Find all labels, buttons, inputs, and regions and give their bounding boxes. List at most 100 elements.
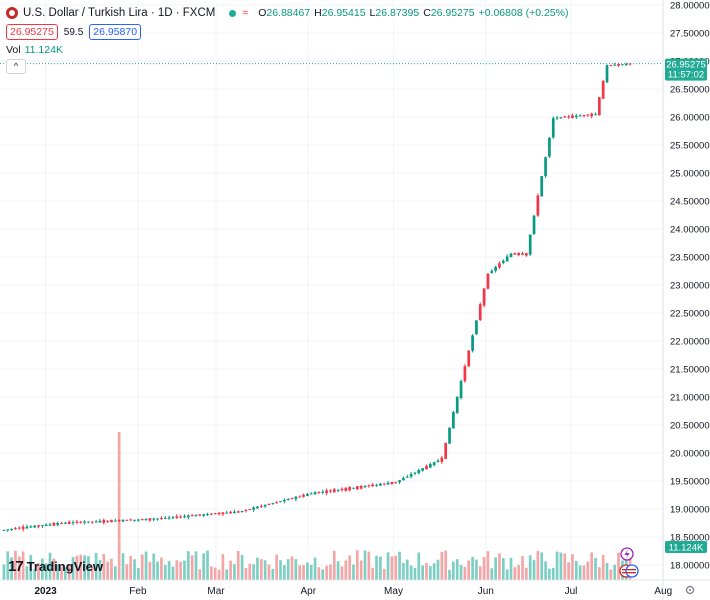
market-status-icon[interactable] — [229, 9, 237, 17]
candle-body — [425, 465, 428, 470]
volume-bar — [601, 554, 605, 580]
candle-body — [413, 472, 417, 474]
settings-icon[interactable] — [685, 585, 695, 595]
candle-body — [25, 526, 29, 529]
sell-button[interactable]: 26.95275 — [6, 24, 58, 40]
volume-bar — [121, 553, 125, 580]
candle-body — [463, 366, 467, 382]
candle-body — [306, 494, 309, 496]
volume-bar — [75, 555, 79, 580]
price-tag-value: 26.95275 — [666, 60, 706, 71]
candle-body — [256, 506, 259, 509]
volume-bar — [578, 565, 582, 580]
candle-body — [525, 253, 528, 256]
volume-bar — [148, 561, 152, 580]
candle-body — [198, 514, 202, 516]
candle-body — [17, 527, 21, 529]
symbol-title[interactable]: U.S. Dollar / Turkish Lira · 1D · FXCM — [23, 7, 216, 19]
candle-body — [471, 335, 474, 351]
candle-body — [133, 519, 136, 521]
volume-bar — [432, 563, 436, 580]
volume-bar — [325, 565, 328, 580]
candle-body — [217, 512, 221, 515]
candle-body — [540, 176, 544, 197]
volume-bar — [87, 556, 90, 580]
candle-body — [444, 442, 448, 459]
volume-bar — [528, 555, 532, 580]
volume-bar — [540, 552, 544, 580]
volume-bar — [321, 569, 325, 580]
candle-body — [75, 521, 79, 523]
volume-bar — [375, 555, 378, 580]
spread-value: 59.5 — [63, 26, 84, 38]
volume-bar — [452, 561, 455, 580]
candle-body — [175, 516, 179, 518]
candle-body — [559, 117, 563, 119]
candle-body — [117, 519, 121, 522]
volume-bar — [394, 555, 398, 580]
candle-body — [202, 514, 206, 516]
candle-body — [440, 457, 444, 462]
volume-bar — [6, 551, 10, 580]
candle-body — [229, 511, 232, 514]
volume-bar — [559, 552, 563, 580]
candle-body — [432, 462, 436, 466]
volume-bar — [33, 569, 36, 580]
candle-body — [467, 350, 471, 367]
tradingview-logo[interactable]: 17 TradingView — [8, 558, 103, 575]
volume-bar — [555, 551, 559, 580]
price-axis-label: 28.00000 — [670, 1, 710, 12]
candle-body — [190, 515, 194, 517]
candle-body — [517, 252, 521, 256]
event-icons[interactable] — [619, 547, 639, 578]
volume-bar — [67, 564, 71, 580]
volume-bar — [279, 560, 282, 580]
volume-bar — [283, 565, 286, 580]
candle-body — [375, 484, 378, 486]
volume-bar — [175, 560, 179, 580]
volume-bar — [271, 569, 275, 580]
equals-icon[interactable]: = — [242, 7, 249, 19]
candle-body — [486, 273, 490, 289]
buy-button[interactable]: 26.95870 — [89, 24, 142, 40]
candle-body — [555, 117, 559, 119]
volume-bar — [525, 567, 528, 580]
volume-bar — [582, 565, 586, 580]
volume-bar — [156, 561, 159, 580]
candle-body — [163, 517, 167, 519]
volume-bar — [79, 554, 83, 580]
volume-bar — [386, 552, 390, 580]
volume-bar — [471, 556, 474, 580]
price-axis-label: 26.00000 — [670, 113, 710, 124]
volume-bar — [598, 567, 601, 580]
volume-legend[interactable]: Vol 11.124K — [6, 44, 63, 56]
price-axis-label: 24.50000 — [670, 197, 710, 208]
candle-body — [210, 513, 213, 515]
volume-bar — [498, 553, 501, 580]
chart-grid — [0, 0, 664, 580]
price-tag: 26.95275 11:57:02 — [665, 58, 707, 81]
volume-bar — [359, 560, 363, 580]
volume-bar — [440, 551, 444, 580]
volume-bar — [94, 552, 98, 580]
volume-bar — [125, 564, 129, 580]
time-axis-label: Jul — [565, 586, 578, 597]
candle-body — [490, 270, 494, 274]
price-axis-label: 26.50000 — [670, 85, 710, 96]
candle-body — [186, 515, 190, 518]
volume-bar — [463, 567, 467, 580]
candle-body — [283, 499, 286, 502]
volume-bar — [163, 564, 167, 580]
volume-bar — [137, 568, 140, 580]
collapse-legend-button[interactable]: ^ — [6, 59, 26, 74]
volume-bar — [313, 557, 317, 580]
candle-body — [344, 487, 348, 491]
volume-bar — [363, 550, 367, 580]
candle-body — [206, 514, 209, 516]
candle-body — [551, 118, 555, 138]
candle-body — [290, 498, 294, 500]
candle-body — [521, 253, 524, 255]
price-axis: 28.0000027.5000027.0000026.5000026.00000… — [662, 0, 710, 600]
